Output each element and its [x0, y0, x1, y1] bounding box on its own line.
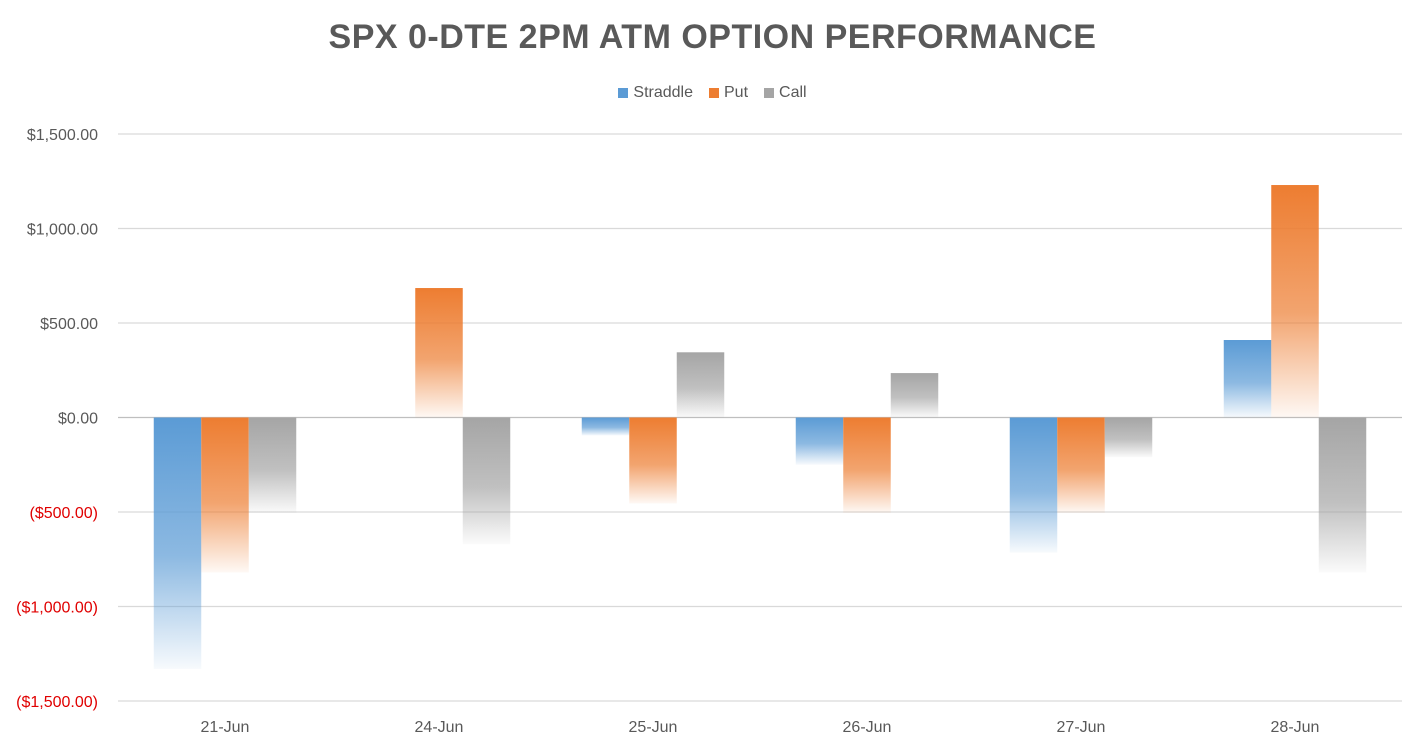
bar-call-27-jun [1104, 417, 1153, 458]
bar-straddle-26-jun [795, 417, 844, 465]
legend-swatch-straddle [618, 88, 629, 98]
bar-call-25-jun [676, 352, 725, 418]
bar-put-26-jun [843, 417, 891, 513]
chart-title: SPX 0-DTE 2PM ATM OPTION PERFORMANCE [328, 18, 1097, 56]
bar-put-21-jun [201, 417, 249, 573]
legend-item-put: Put [709, 84, 748, 102]
x-tick-label: 24-Jun [415, 719, 464, 736]
x-tick-label: 25-Jun [629, 719, 678, 736]
bar-call-21-jun [248, 417, 297, 513]
y-tick-label: $1,500.00 [27, 127, 98, 144]
bar-straddle-21-jun [153, 417, 202, 669]
bar-straddle-25-jun [581, 417, 630, 436]
legend-swatch-put [709, 88, 719, 98]
legend-label-put: Put [724, 84, 749, 101]
bar-put-28-jun [1271, 185, 1319, 418]
legend-label-straddle: Straddle [633, 84, 693, 101]
bar-put-24-jun [415, 288, 463, 418]
bar-call-28-jun [1318, 417, 1367, 573]
x-tick-label: 28-Jun [1271, 719, 1320, 736]
bar-call-26-jun [890, 373, 939, 418]
bar-straddle-27-jun [1009, 417, 1058, 553]
y-tick-label: $0.00 [58, 411, 98, 428]
y-tick-label: ($500.00) [30, 505, 99, 522]
legend-item-call: Call [764, 84, 807, 102]
bar-put-25-jun [629, 417, 677, 504]
x-tick-label: 27-Jun [1057, 719, 1106, 736]
bar-call-24-jun [462, 417, 511, 545]
legend-swatch-call [764, 88, 775, 98]
bar-straddle-28-jun [1223, 340, 1272, 418]
chart-legend: Straddle Put Call [0, 84, 1425, 102]
y-tick-label: $500.00 [40, 316, 98, 333]
x-tick-label: 21-Jun [201, 719, 250, 736]
y-tick-label: ($1,500.00) [16, 694, 98, 711]
x-tick-label: 26-Jun [843, 719, 892, 736]
bar-put-27-jun [1057, 417, 1105, 513]
y-tick-label: $1,000.00 [27, 222, 98, 239]
y-tick-label: ($1,000.00) [16, 600, 98, 617]
legend-label-call: Call [779, 84, 807, 101]
legend-item-straddle: Straddle [618, 84, 693, 102]
